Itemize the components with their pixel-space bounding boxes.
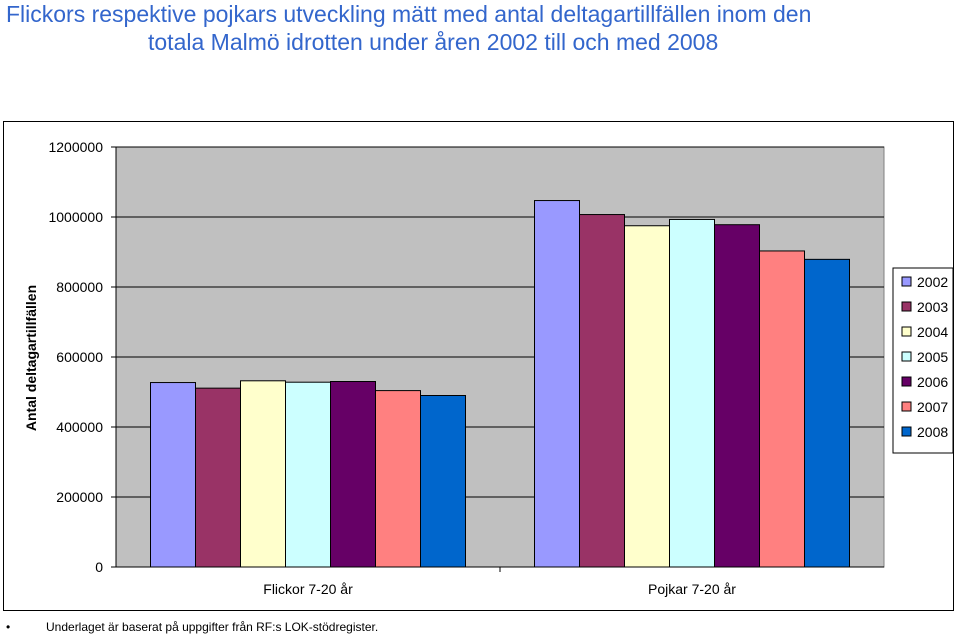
- bar-2006-flickor: [330, 381, 376, 568]
- legend-label-2007: 2007: [917, 399, 948, 415]
- bar-2008-flickor: [420, 395, 466, 568]
- legend-label-2008: 2008: [917, 424, 948, 440]
- y-axis: 0 200000 400000 600000 800000 1000000 1200000: [48, 139, 117, 575]
- legend-swatch-2003: [901, 301, 912, 312]
- y-tick-label: 800000: [56, 279, 103, 295]
- bar-2002-flickor: [150, 382, 196, 568]
- bar-2006-pojkar: [714, 224, 760, 568]
- legend-label-2003: 2003: [917, 299, 948, 315]
- bar-2004-pojkar: [624, 225, 670, 568]
- title-line-1: Flickors respektive pojkars utveckling m…: [6, 1, 812, 27]
- bar-2004-flickor: [240, 380, 286, 568]
- legend-label-2004: 2004: [917, 324, 948, 340]
- footnote-bullet: •: [6, 620, 11, 634]
- bar-2005-flickor: [285, 381, 331, 568]
- legend-swatch-2004: [901, 326, 912, 337]
- legend-swatch-2008: [901, 426, 912, 437]
- x-tick-label: Pojkar 7-20 år: [648, 581, 736, 597]
- legend-label-2006: 2006: [917, 374, 948, 390]
- y-tick-label: 600000: [56, 349, 103, 365]
- x-axis: Flickor 7-20 år Pojkar 7-20 år: [116, 566, 884, 597]
- bars: [150, 200, 850, 568]
- bar-2003-pojkar: [579, 214, 625, 568]
- title-line-2: totala Malmö idrotten under åren 2002 ti…: [148, 29, 719, 55]
- bar-2002-pojkar: [534, 200, 580, 568]
- chart-title: Flickors respektive pojkars utveckling m…: [6, 0, 956, 56]
- legend-swatch-2002: [901, 276, 912, 287]
- legend-swatch-2006: [901, 376, 912, 387]
- y-tick-label: 200000: [56, 489, 103, 505]
- footnote: • Underlaget är baserat på uppgifter från…: [6, 620, 378, 634]
- bar-2003-flickor: [195, 387, 241, 568]
- x-tick-label: Flickor 7-20 år: [263, 581, 353, 597]
- y-tick-label: 1200000: [48, 139, 103, 155]
- y-tick-label: 0: [95, 559, 103, 575]
- legend-label-2002: 2002: [917, 274, 948, 290]
- y-tick-label: 1000000: [48, 209, 103, 225]
- legend-swatch-2007: [901, 401, 912, 412]
- bar-2008-pojkar: [804, 258, 850, 568]
- bar-2007-pojkar: [759, 250, 805, 568]
- y-tick-label: 400000: [56, 419, 103, 435]
- legend-swatch-2005: [901, 351, 912, 362]
- legend: 2002 2003 2004 2005 2006 2007 2008: [892, 267, 954, 454]
- legend-label-2005: 2005: [917, 349, 948, 365]
- bar-2007-flickor: [375, 390, 421, 568]
- footnote-text: Underlaget är baserat på uppgifter från …: [46, 620, 379, 634]
- bar-2005-pojkar: [669, 218, 715, 568]
- y-axis-label: Antal deltagartillfällen: [23, 285, 39, 431]
